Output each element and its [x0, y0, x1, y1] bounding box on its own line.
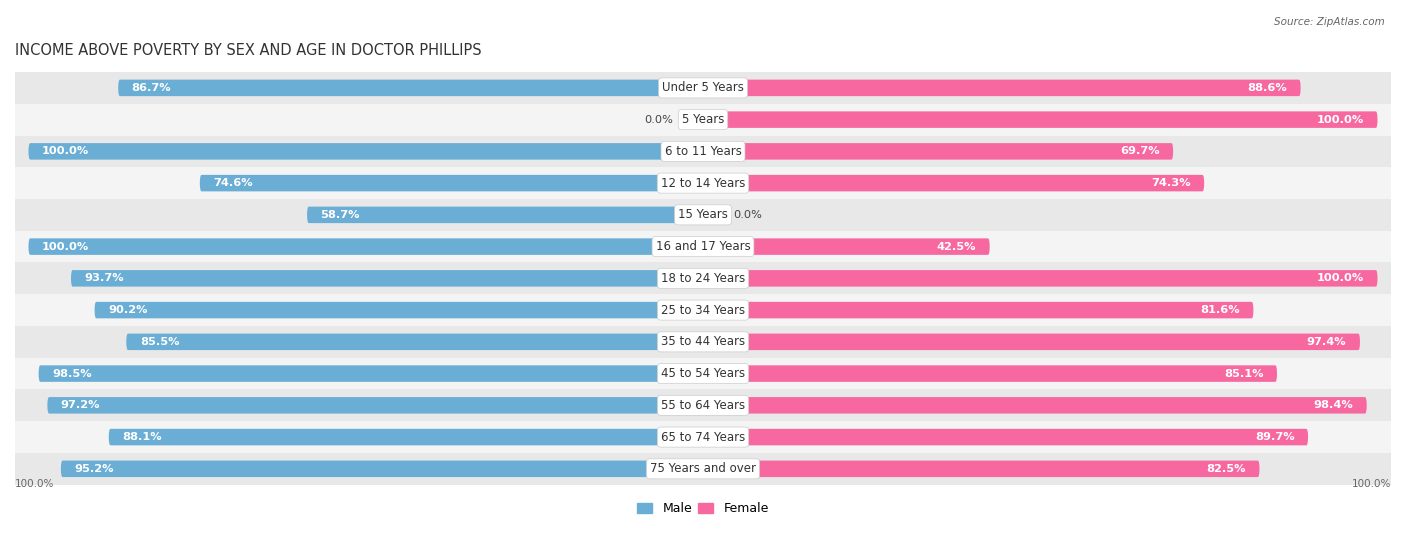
- Text: Source: ZipAtlas.com: Source: ZipAtlas.com: [1274, 17, 1385, 27]
- FancyBboxPatch shape: [38, 366, 703, 382]
- Text: 100.0%: 100.0%: [1351, 480, 1391, 490]
- Bar: [15, 135, 1391, 167]
- Text: 89.7%: 89.7%: [1256, 432, 1295, 442]
- FancyBboxPatch shape: [703, 429, 1308, 446]
- Text: 69.7%: 69.7%: [1121, 146, 1160, 157]
- Text: 42.5%: 42.5%: [936, 241, 976, 252]
- Text: 100.0%: 100.0%: [42, 241, 89, 252]
- FancyBboxPatch shape: [703, 270, 1378, 287]
- Bar: [15, 453, 1391, 485]
- Text: 18 to 24 Years: 18 to 24 Years: [661, 272, 745, 285]
- FancyBboxPatch shape: [703, 302, 1253, 318]
- Text: 93.7%: 93.7%: [84, 273, 124, 283]
- Text: 16 and 17 Years: 16 and 17 Years: [655, 240, 751, 253]
- FancyBboxPatch shape: [200, 175, 703, 191]
- Text: 88.6%: 88.6%: [1247, 83, 1286, 93]
- Text: 90.2%: 90.2%: [108, 305, 148, 315]
- FancyBboxPatch shape: [683, 111, 703, 128]
- Bar: [15, 326, 1391, 358]
- Bar: [15, 358, 1391, 390]
- Text: 85.5%: 85.5%: [139, 337, 180, 347]
- Text: 81.6%: 81.6%: [1201, 305, 1240, 315]
- FancyBboxPatch shape: [307, 207, 703, 223]
- Text: 100.0%: 100.0%: [15, 480, 55, 490]
- FancyBboxPatch shape: [703, 111, 1378, 128]
- FancyBboxPatch shape: [703, 175, 1204, 191]
- FancyBboxPatch shape: [703, 366, 1277, 382]
- FancyBboxPatch shape: [703, 397, 1367, 414]
- FancyBboxPatch shape: [703, 143, 1173, 160]
- Text: 74.3%: 74.3%: [1152, 178, 1191, 188]
- Text: 5 Years: 5 Years: [682, 113, 724, 126]
- FancyBboxPatch shape: [94, 302, 703, 318]
- Bar: [15, 390, 1391, 421]
- Text: 100.0%: 100.0%: [1317, 115, 1364, 125]
- FancyBboxPatch shape: [118, 79, 703, 96]
- Bar: [15, 167, 1391, 199]
- Text: 25 to 34 Years: 25 to 34 Years: [661, 304, 745, 316]
- Bar: [15, 294, 1391, 326]
- FancyBboxPatch shape: [70, 270, 703, 287]
- FancyBboxPatch shape: [703, 334, 1360, 350]
- FancyBboxPatch shape: [48, 397, 703, 414]
- Legend: Male, Female: Male, Female: [637, 502, 769, 515]
- Text: 97.2%: 97.2%: [60, 400, 100, 410]
- FancyBboxPatch shape: [703, 79, 1301, 96]
- Bar: [15, 263, 1391, 294]
- Text: 75 Years and over: 75 Years and over: [650, 462, 756, 475]
- FancyBboxPatch shape: [28, 143, 703, 160]
- Text: 97.4%: 97.4%: [1306, 337, 1347, 347]
- Text: 15 Years: 15 Years: [678, 209, 728, 221]
- FancyBboxPatch shape: [127, 334, 703, 350]
- FancyBboxPatch shape: [28, 238, 703, 255]
- Text: 12 to 14 Years: 12 to 14 Years: [661, 177, 745, 190]
- Text: 95.2%: 95.2%: [75, 464, 114, 474]
- Bar: [15, 104, 1391, 135]
- Bar: [15, 421, 1391, 453]
- Text: 58.7%: 58.7%: [321, 210, 360, 220]
- FancyBboxPatch shape: [703, 461, 1260, 477]
- FancyBboxPatch shape: [60, 461, 703, 477]
- Text: 85.1%: 85.1%: [1225, 368, 1264, 378]
- Text: 6 to 11 Years: 6 to 11 Years: [665, 145, 741, 158]
- Text: 100.0%: 100.0%: [42, 146, 89, 157]
- Text: 65 to 74 Years: 65 to 74 Years: [661, 430, 745, 444]
- Text: 98.4%: 98.4%: [1313, 400, 1353, 410]
- Text: 0.0%: 0.0%: [734, 210, 762, 220]
- Text: 98.5%: 98.5%: [52, 368, 91, 378]
- Bar: [15, 72, 1391, 104]
- Text: 82.5%: 82.5%: [1206, 464, 1246, 474]
- Bar: [15, 231, 1391, 263]
- Text: 86.7%: 86.7%: [132, 83, 172, 93]
- Bar: [15, 199, 1391, 231]
- Text: 100.0%: 100.0%: [1317, 273, 1364, 283]
- Text: INCOME ABOVE POVERTY BY SEX AND AGE IN DOCTOR PHILLIPS: INCOME ABOVE POVERTY BY SEX AND AGE IN D…: [15, 43, 482, 58]
- FancyBboxPatch shape: [108, 429, 703, 446]
- Text: 55 to 64 Years: 55 to 64 Years: [661, 399, 745, 412]
- FancyBboxPatch shape: [703, 207, 723, 223]
- Text: 0.0%: 0.0%: [644, 115, 672, 125]
- Text: Under 5 Years: Under 5 Years: [662, 82, 744, 94]
- Text: 74.6%: 74.6%: [214, 178, 253, 188]
- FancyBboxPatch shape: [703, 238, 990, 255]
- Text: 35 to 44 Years: 35 to 44 Years: [661, 335, 745, 348]
- Text: 88.1%: 88.1%: [122, 432, 162, 442]
- Text: 45 to 54 Years: 45 to 54 Years: [661, 367, 745, 380]
